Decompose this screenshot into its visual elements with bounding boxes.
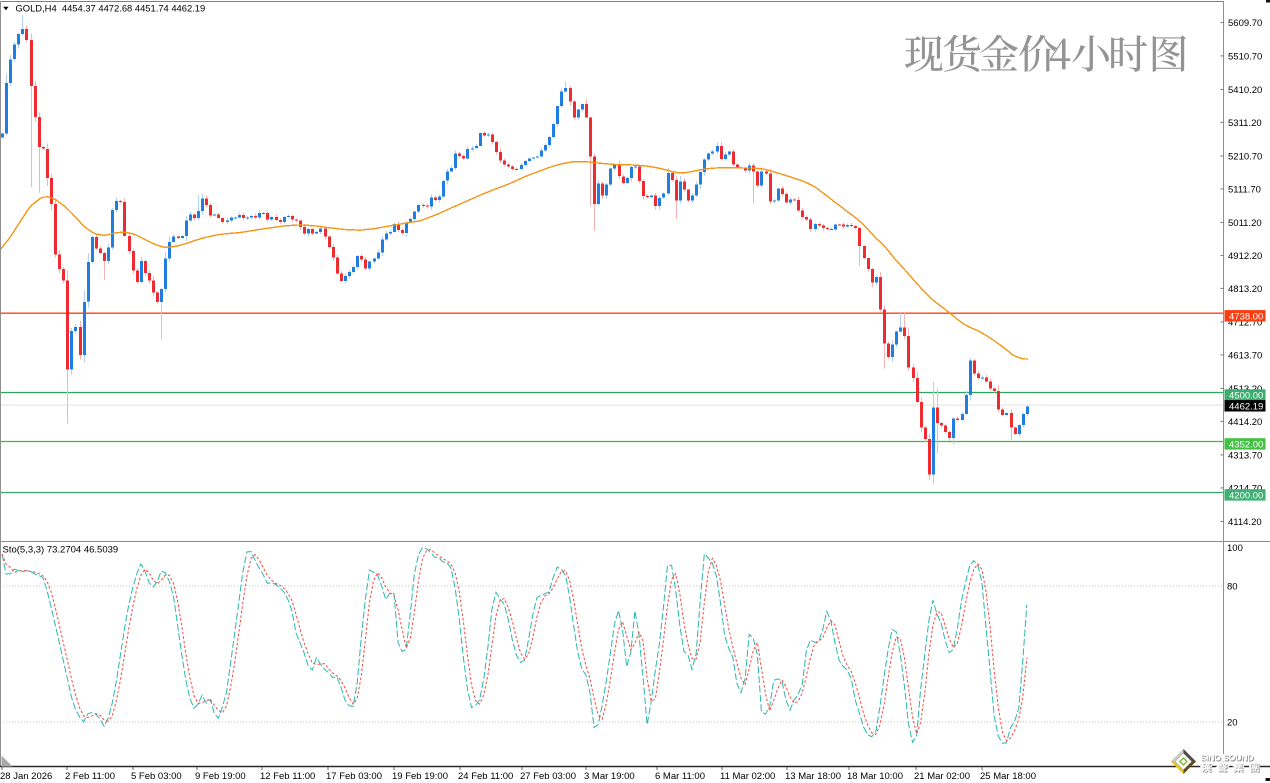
svg-text:2 Feb 11:00: 2 Feb 11:00 bbox=[65, 771, 115, 782]
svg-text:17 Feb 03:00: 17 Feb 03:00 bbox=[326, 771, 382, 782]
svg-text:SiNO SOUND: SiNO SOUND bbox=[1201, 753, 1254, 763]
svg-text:5410.20: 5410.20 bbox=[1228, 85, 1262, 96]
svg-text:18 Mar 10:00: 18 Mar 10:00 bbox=[847, 771, 903, 782]
svg-text:24 Feb 11:00: 24 Feb 11:00 bbox=[458, 771, 513, 782]
svg-text:3 Mar 19:00: 3 Mar 19:00 bbox=[584, 771, 635, 782]
svg-text:100: 100 bbox=[1227, 543, 1243, 554]
svg-text:Sto(5,3,3) 73.2704 46.5039: Sto(5,3,3) 73.2704 46.5039 bbox=[3, 545, 119, 556]
svg-text:20: 20 bbox=[1227, 717, 1238, 728]
svg-text:5510.70: 5510.70 bbox=[1228, 51, 1262, 62]
svg-text:4613.70: 4613.70 bbox=[1228, 350, 1262, 361]
svg-text:9 Feb 19:00: 9 Feb 19:00 bbox=[195, 771, 246, 782]
svg-text:4313.70: 4313.70 bbox=[1228, 450, 1262, 461]
svg-text:19 Feb 19:00: 19 Feb 19:00 bbox=[392, 771, 448, 782]
svg-text:5111.70: 5111.70 bbox=[1228, 184, 1261, 195]
svg-text:4738.00: 4738.00 bbox=[1229, 311, 1263, 322]
svg-text:4414.20: 4414.20 bbox=[1228, 417, 1262, 428]
svg-text:80: 80 bbox=[1227, 581, 1238, 592]
svg-text:4114.20: 4114.20 bbox=[1228, 517, 1262, 528]
svg-text:21 Mar 02:00: 21 Mar 02:00 bbox=[914, 771, 970, 782]
svg-text:4500.00: 4500.00 bbox=[1229, 391, 1263, 402]
svg-text:13 Mar 18:00: 13 Mar 18:00 bbox=[785, 771, 841, 782]
svg-text:5 Feb 03:00: 5 Feb 03:00 bbox=[131, 771, 182, 782]
svg-text:4912.20: 4912.20 bbox=[1228, 251, 1262, 262]
svg-text:SiNO SOUND: SiNO SOUND bbox=[1201, 753, 1254, 763]
svg-text:28 Jan 2026: 28 Jan 2026 bbox=[0, 771, 52, 782]
svg-text:25 Mar 18:00: 25 Mar 18:00 bbox=[980, 771, 1036, 782]
svg-text:27 Feb 03:00: 27 Feb 03:00 bbox=[520, 771, 576, 782]
svg-text:5311.20: 5311.20 bbox=[1228, 118, 1262, 129]
svg-text:4352.00: 4352.00 bbox=[1229, 439, 1263, 450]
svg-text:4712.70: 4712.70 bbox=[1228, 317, 1262, 328]
svg-text:5609.70: 5609.70 bbox=[1228, 18, 1262, 29]
svg-text:4200.00: 4200.00 bbox=[1229, 490, 1263, 501]
svg-text:GOLD,H4 4454.37 4472.68 4451.: GOLD,H4 4454.37 4472.68 4451.74 4462.19 bbox=[16, 3, 206, 14]
svg-text:6 Mar 11:00: 6 Mar 11:00 bbox=[655, 771, 705, 782]
svg-text:5210.70: 5210.70 bbox=[1228, 151, 1262, 162]
svg-text:4813.20: 4813.20 bbox=[1228, 284, 1262, 295]
svg-text:4214.70: 4214.70 bbox=[1228, 483, 1262, 494]
svg-text:5011.20: 5011.20 bbox=[1228, 218, 1262, 229]
svg-text:4462.19: 4462.19 bbox=[1229, 401, 1263, 412]
svg-text:12 Feb 11:00: 12 Feb 11:00 bbox=[260, 771, 315, 782]
svg-text:11 Mar 02:00: 11 Mar 02:00 bbox=[720, 771, 775, 782]
svg-text:SiNO SOUND: SiNO SOUND bbox=[1201, 753, 1254, 763]
